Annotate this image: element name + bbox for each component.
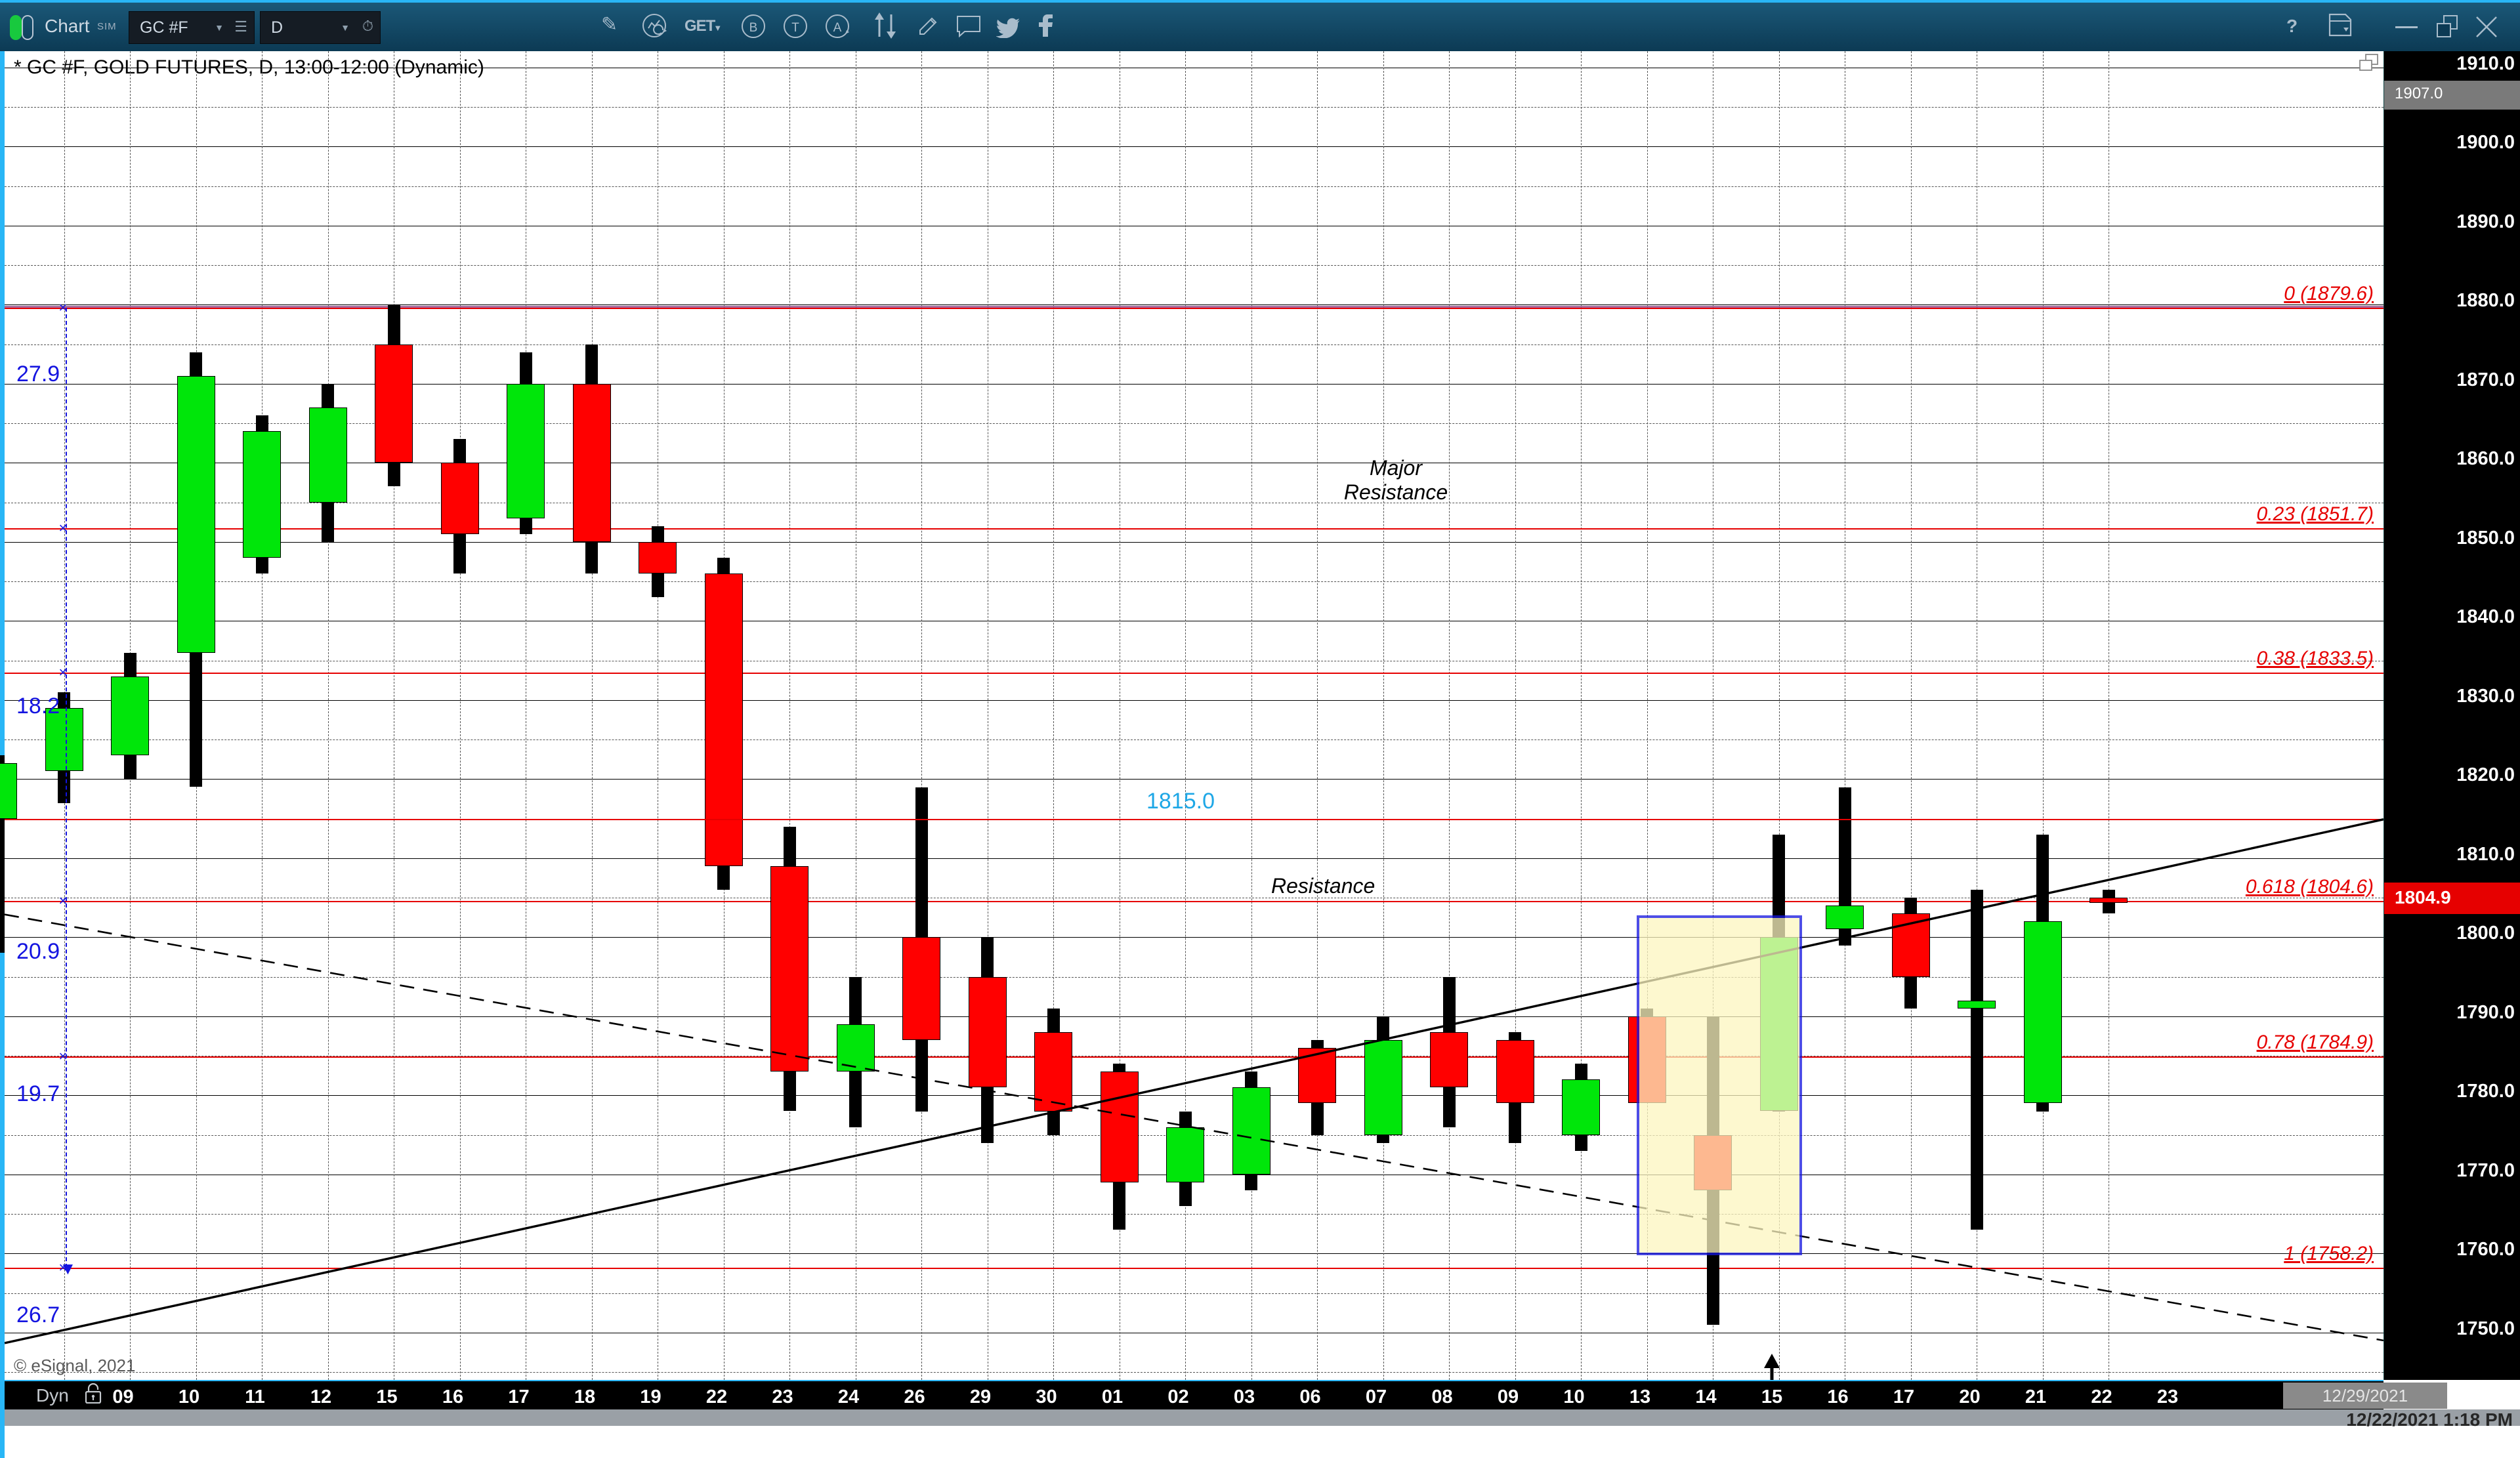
svg-text:A: A bbox=[833, 21, 842, 35]
svg-text:B: B bbox=[749, 21, 758, 35]
svg-text:T: T bbox=[791, 21, 799, 35]
